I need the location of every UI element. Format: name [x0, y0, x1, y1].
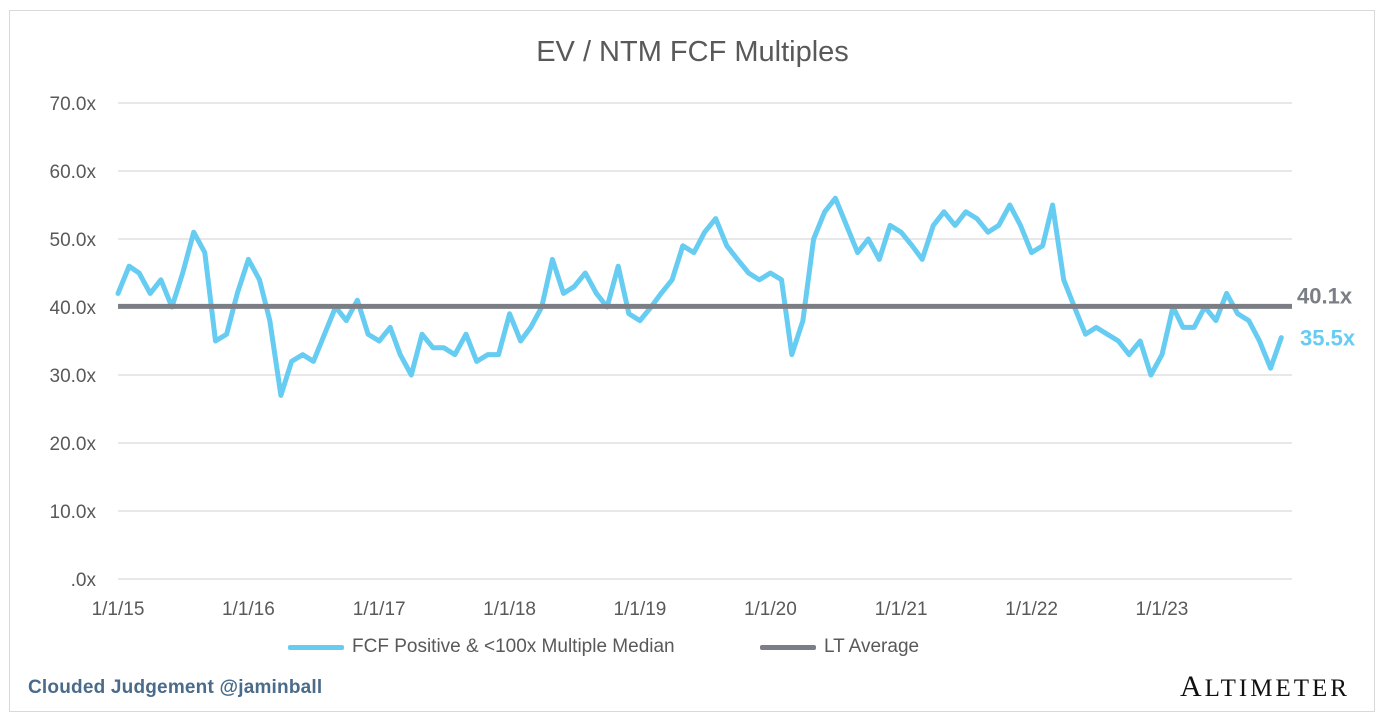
legend-item-average: LT Average [760, 636, 919, 658]
y-tick-label: 60.0x [50, 162, 97, 183]
end-label-lt-average: 40.1x [1297, 283, 1353, 308]
x-tick-label: 1/1/21 [875, 599, 928, 620]
x-tick-label: 1/1/18 [483, 599, 536, 620]
y-tick-label: 50.0x [50, 230, 97, 251]
brand-logo: ALTIMETER [1180, 670, 1350, 703]
credit-text: Clouded Judgement @jaminball [28, 677, 323, 698]
x-tick-label: 1/1/20 [744, 599, 797, 620]
legend-label-average: LT Average [824, 636, 920, 657]
x-tick-label: 1/1/23 [1136, 599, 1189, 620]
legend-item-median: FCF Positive & <100x Multiple Median [288, 636, 675, 658]
chart-title: EV / NTM FCF Multiples [536, 36, 849, 68]
y-tick-label: .0x [71, 570, 97, 591]
legend-swatch-average [760, 644, 816, 650]
y-tick-label: 20.0x [50, 434, 97, 455]
x-tick-label: 1/1/15 [92, 599, 145, 620]
x-tick-label: 1/1/16 [222, 599, 275, 620]
x-tick-label: 1/1/19 [614, 599, 667, 620]
y-tick-label: 30.0x [50, 366, 97, 387]
legend-swatch-median [288, 644, 344, 650]
x-tick-label: 1/1/17 [353, 599, 406, 620]
end-label-median: 35.5x [1300, 326, 1356, 351]
y-tick-label: 40.0x [50, 298, 97, 319]
legend: FCF Positive & <100x Multiple Median LT … [0, 636, 1385, 660]
legend-label-median: FCF Positive & <100x Multiple Median [352, 636, 675, 657]
x-tick-label: 1/1/22 [1005, 599, 1058, 620]
y-tick-label: 10.0x [50, 502, 97, 523]
series-line-median [115, 195, 1284, 398]
y-tick-label: 70.0x [50, 94, 97, 115]
